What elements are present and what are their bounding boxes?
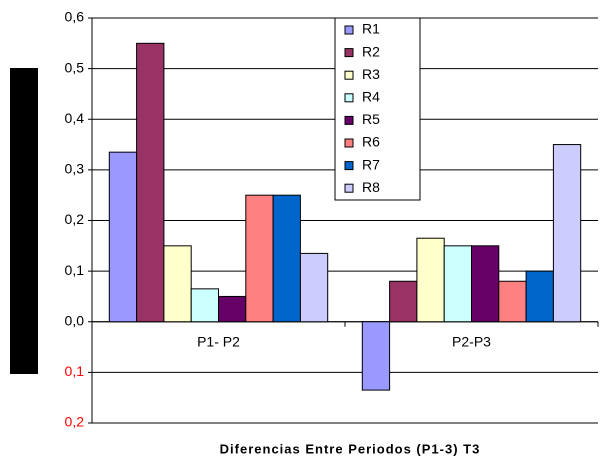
bar (272, 194, 301, 323)
y-tick-label: 0,5 (65, 59, 85, 75)
bar (163, 245, 192, 323)
bar (245, 194, 274, 323)
bar (190, 288, 219, 323)
x-axis-label: Diferencias Entre Periodos (P1-3) T3 (220, 441, 481, 456)
legend-label: R1 (362, 21, 380, 37)
legend-label: R4 (362, 89, 380, 105)
legend-label: R2 (362, 43, 380, 59)
legend-swatch (344, 138, 354, 148)
bar (299, 252, 329, 323)
bar (389, 280, 418, 323)
legend-swatch (344, 48, 354, 58)
y-tick-label: 0,4 (65, 110, 85, 126)
bar (471, 245, 500, 323)
bar (525, 270, 554, 323)
y-tick-label: 0,0 (65, 312, 85, 328)
y-tick-label: 0,6 (65, 9, 85, 25)
bar (498, 280, 527, 323)
y-tick-label: 0,1 (65, 363, 85, 379)
bar (443, 245, 473, 323)
legend-label: R6 (362, 134, 380, 150)
y-tick-label: 0,2 (65, 211, 85, 227)
y-tick-label: 0,2 (65, 414, 85, 430)
legend-label: R3 (362, 66, 380, 82)
bar (361, 321, 391, 391)
x-tick-label: P1- P2 (197, 333, 240, 349)
bar (416, 237, 445, 323)
legend-label: R5 (362, 111, 380, 127)
bar (218, 295, 247, 323)
legend-swatch (344, 70, 354, 80)
bar (552, 144, 582, 323)
legend-swatch (344, 93, 354, 103)
bar (108, 151, 138, 323)
x-tick-label: P2-P3 (452, 333, 491, 349)
redacted-y-label (10, 68, 38, 374)
legend-swatch (344, 161, 354, 171)
legend-label: R8 (362, 179, 380, 195)
legend-swatch (344, 115, 354, 125)
y-tick-label: 0,3 (65, 161, 85, 177)
legend-label: R7 (362, 156, 380, 172)
y-tick-label: 0,1 (65, 262, 85, 278)
legend-swatch (344, 183, 354, 193)
bar (136, 42, 165, 323)
legend-swatch (344, 25, 354, 35)
